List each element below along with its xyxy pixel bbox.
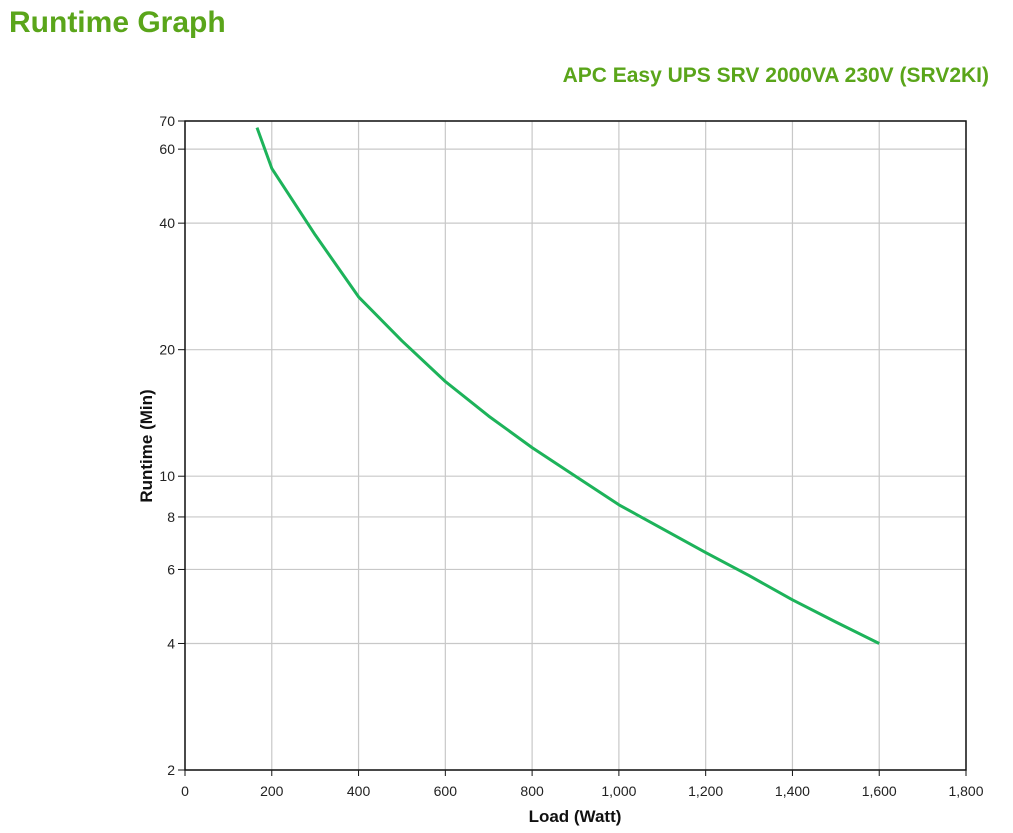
- x-tick-label: 200: [260, 783, 284, 799]
- x-tick-label: 400: [347, 783, 371, 799]
- grid: [178, 120, 967, 776]
- y-tick-label: 40: [159, 215, 175, 231]
- x-tick-label: 600: [434, 783, 458, 799]
- x-tick-label: 800: [520, 783, 544, 799]
- plot-frame: [184, 120, 967, 771]
- tick-labels: 0 200 400 600 800 1,000 1,200 1,400 1,600 1,800 2 4…: [159, 113, 983, 799]
- x-tick-label: 1,400: [775, 783, 810, 799]
- chart-title: APC Easy UPS SRV 2000VA 230V (SRV2KI): [562, 64, 989, 87]
- y-axis-label: Runtime (Min): [137, 389, 156, 502]
- y-tick-label: 8: [167, 509, 175, 525]
- y-tick-label: 70: [159, 113, 175, 129]
- y-tick-label: 20: [159, 342, 175, 358]
- y-tick-label: 2: [167, 762, 175, 778]
- runtime-curve: [255, 127, 880, 645]
- page-title: Runtime Graph: [9, 6, 226, 39]
- y-tick-label: 10: [159, 468, 175, 484]
- x-tick-label: 1,600: [862, 783, 897, 799]
- y-tick-label: 6: [167, 561, 175, 577]
- x-axis-label: Load (Watt): [529, 807, 622, 826]
- x-tick-label: 1,800: [948, 783, 983, 799]
- x-tick-label: 1,000: [601, 783, 636, 799]
- y-tick-label: 60: [159, 141, 175, 157]
- x-tick-label: 0: [181, 783, 189, 799]
- x-tick-label: 1,200: [688, 783, 723, 799]
- y-tick-label: 4: [167, 635, 175, 651]
- series: [255, 127, 880, 645]
